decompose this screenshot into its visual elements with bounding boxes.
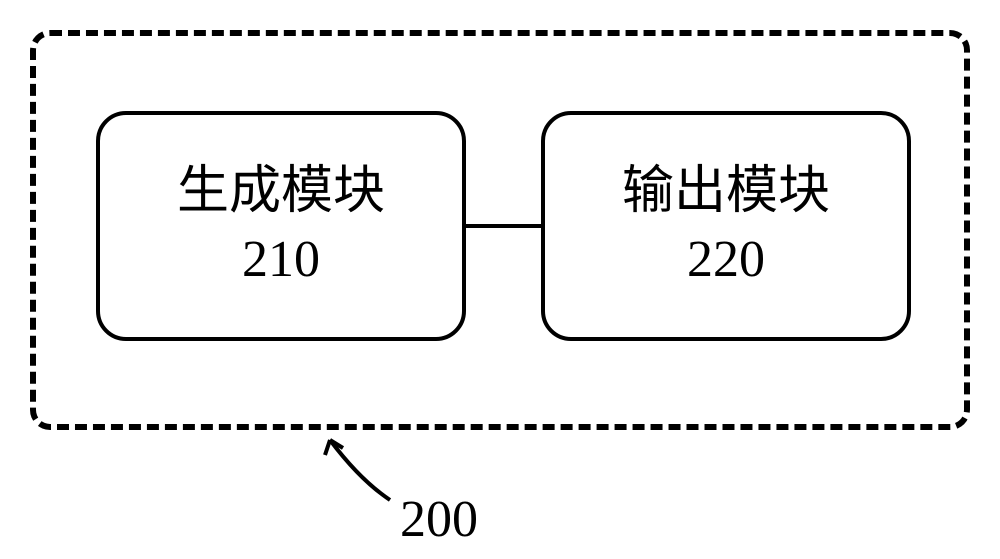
output-module-box: 输出模块 220 xyxy=(541,111,911,341)
generation-module-number: 210 xyxy=(242,226,320,294)
reference-number: 200 xyxy=(400,490,478,549)
generation-module-title: 生成模块 xyxy=(177,158,385,226)
dashed-container: 生成模块 210 输出模块 220 xyxy=(30,30,970,430)
connector-line xyxy=(466,224,541,228)
generation-module-box: 生成模块 210 xyxy=(96,111,466,341)
reference-arrow-icon xyxy=(310,430,410,510)
output-module-number: 220 xyxy=(687,226,765,294)
output-module-title: 输出模块 xyxy=(622,158,830,226)
